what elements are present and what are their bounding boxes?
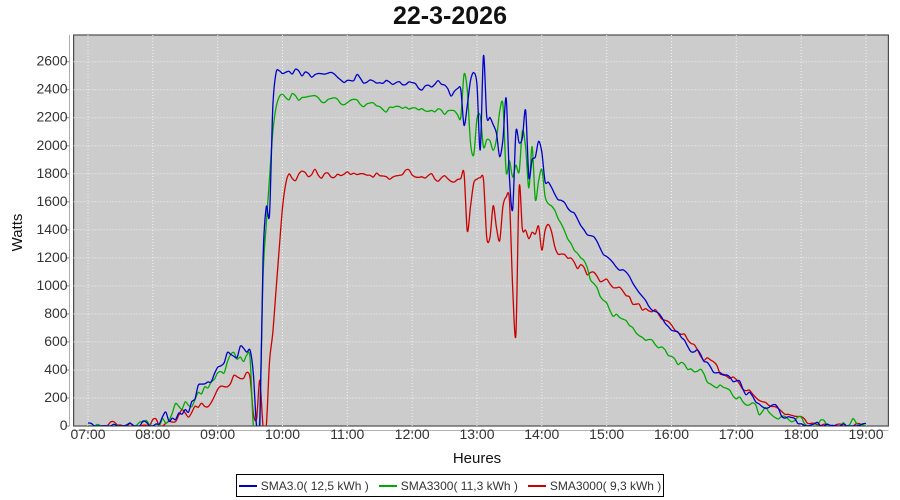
svg-text:1200: 1200 bbox=[36, 249, 67, 265]
svg-text:1400: 1400 bbox=[36, 221, 67, 237]
svg-text:19:00: 19:00 bbox=[848, 426, 883, 442]
svg-text:1000: 1000 bbox=[36, 277, 67, 293]
svg-text:Watts: Watts bbox=[9, 214, 26, 252]
svg-text:2200: 2200 bbox=[36, 109, 67, 125]
svg-text:11:00: 11:00 bbox=[330, 426, 364, 442]
svg-text:09:00: 09:00 bbox=[200, 426, 235, 442]
svg-text:10:00: 10:00 bbox=[265, 426, 300, 442]
svg-text:15:00: 15:00 bbox=[589, 426, 624, 442]
svg-text:18:00: 18:00 bbox=[784, 426, 819, 442]
svg-text:0: 0 bbox=[60, 417, 68, 433]
svg-text:2000: 2000 bbox=[36, 137, 67, 153]
svg-text:1800: 1800 bbox=[36, 165, 67, 181]
svg-text:14:00: 14:00 bbox=[524, 426, 559, 442]
svg-text:Heures: Heures bbox=[453, 450, 501, 467]
svg-text:13:00: 13:00 bbox=[459, 426, 494, 442]
svg-text:2400: 2400 bbox=[36, 81, 67, 97]
svg-text:07:00: 07:00 bbox=[70, 426, 105, 442]
svg-text:17:00: 17:00 bbox=[719, 426, 754, 442]
svg-text:400: 400 bbox=[44, 361, 68, 377]
svg-text:200: 200 bbox=[44, 389, 68, 405]
svg-text:1600: 1600 bbox=[36, 193, 67, 209]
svg-text:600: 600 bbox=[44, 333, 68, 349]
svg-text:08:00: 08:00 bbox=[135, 426, 170, 442]
svg-text:2600: 2600 bbox=[36, 53, 67, 69]
svg-text:800: 800 bbox=[44, 305, 68, 321]
svg-text:16:00: 16:00 bbox=[654, 426, 689, 442]
svg-text:12:00: 12:00 bbox=[395, 426, 430, 442]
